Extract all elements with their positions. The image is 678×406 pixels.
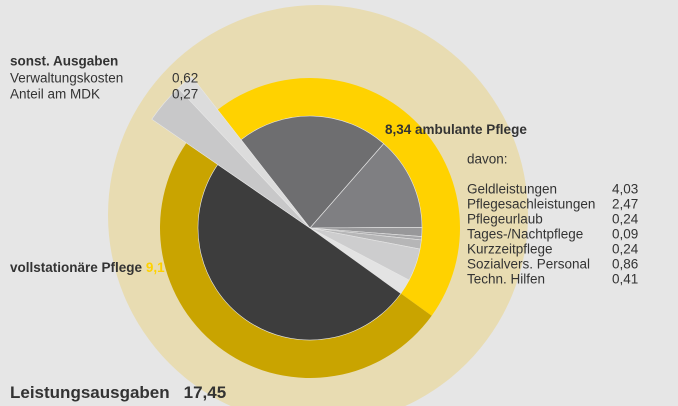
ring-segment [159,142,432,379]
legend-value: 0,24 [612,242,639,257]
legend-value: 0,41 [612,272,638,287]
pie-slice [197,164,402,341]
pie-slice [177,76,311,229]
legend-label: Techn. Hilfen [467,272,545,287]
subtitle: davon: [467,152,508,167]
chart-title: Leistungsausgaben 17,45 [10,383,226,402]
legend-label: Sozialvers. Personal [467,257,590,272]
total: 17,45 [184,383,227,402]
pie [151,76,460,379]
legend-label: Pflegeurlaub [467,212,543,227]
legend-value: 0,09 [612,227,638,242]
group-name: vollstationäre Pflege [10,260,143,275]
pie-slice [240,115,385,229]
legend-label: Anteil am MDK [10,87,100,102]
group-name: ambulante Pflege [415,122,527,137]
legend-label: Verwaltungskosten [10,71,123,86]
legend-value: 2,47 [612,197,638,212]
legend-value: 0,86 [612,257,638,272]
legend-value: 0,27 [172,87,198,102]
group-value: 9,1 [146,260,165,275]
group-label: sonst. Ausgaben [10,54,118,69]
legend-value: 0,62 [172,71,198,86]
legend-label: Geldleistungen [467,182,557,197]
group-label: 8,34 ambulante Pflege [385,122,527,137]
title: Leistungsausgaben [10,383,170,402]
legend-label: Kurzzeitpflege [467,242,553,257]
legend-value: 4,03 [612,182,638,197]
legend-label: Pflegesachleistungen [467,197,595,212]
pie-slice [309,143,423,229]
legend-value: 0,24 [612,212,639,227]
group-label: vollstationäre Pflege 9,1 [10,260,165,275]
group-value: 8,34 [385,122,412,137]
legend-label: Tages-/Nachtpflege [467,227,583,242]
ring-segment [217,77,460,316]
